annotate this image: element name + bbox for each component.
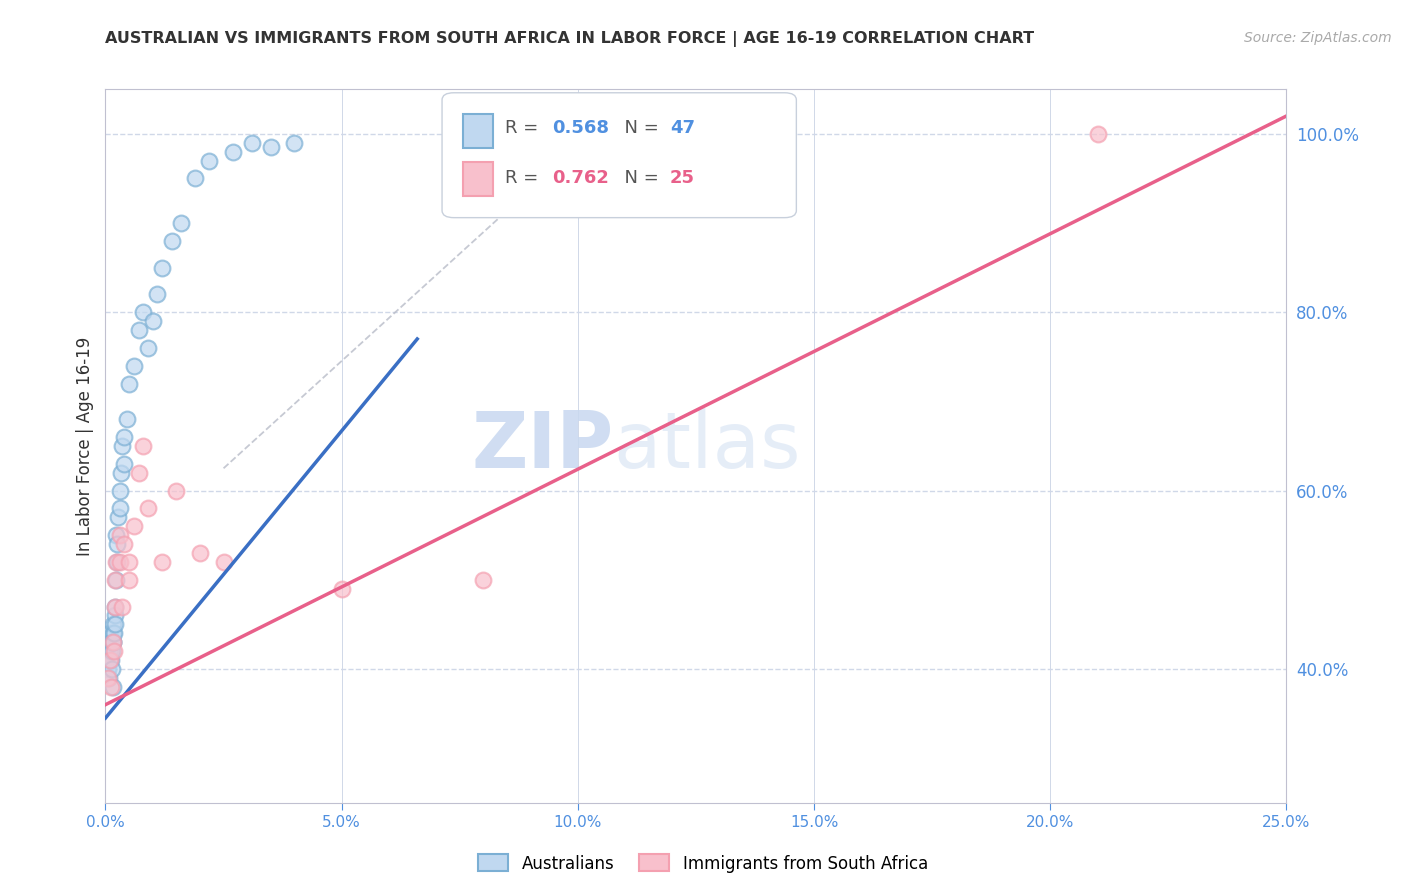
- Point: [160, 234, 183, 248]
- Point: [150, 260, 173, 275]
- Text: AUSTRALIAN VS IMMIGRANTS FROM SOUTH AFRICA IN LABOR FORCE | AGE 16-19 CORRELATIO: AUSTRALIAN VS IMMIGRANTS FROM SOUTH AFRI…: [105, 31, 1035, 47]
- Point: [104, 608, 127, 623]
- Point: [150, 555, 173, 569]
- Text: 0.568: 0.568: [553, 120, 609, 137]
- Point: [98, 644, 121, 658]
- FancyBboxPatch shape: [464, 114, 494, 148]
- Point: [132, 439, 155, 453]
- Point: [97, 662, 120, 676]
- Legend: Australians, Immigrants from South Africa: Australians, Immigrants from South Afric…: [471, 847, 935, 880]
- Text: ZIP: ZIP: [471, 408, 613, 484]
- Point: [1087, 127, 1109, 141]
- Point: [184, 171, 207, 186]
- Point: [108, 555, 131, 569]
- Point: [108, 483, 131, 498]
- Point: [100, 653, 122, 667]
- Point: [330, 582, 353, 596]
- Point: [107, 510, 129, 524]
- Point: [188, 546, 211, 560]
- Point: [170, 216, 193, 230]
- Point: [136, 341, 159, 355]
- Point: [142, 314, 165, 328]
- Text: N =: N =: [613, 169, 665, 187]
- Point: [100, 635, 122, 649]
- Point: [110, 466, 132, 480]
- Point: [98, 626, 121, 640]
- Y-axis label: In Labor Force | Age 16-19: In Labor Force | Age 16-19: [76, 336, 94, 556]
- Point: [118, 573, 141, 587]
- Point: [101, 680, 124, 694]
- Point: [212, 555, 235, 569]
- Point: [128, 323, 150, 337]
- Point: [100, 662, 122, 676]
- Point: [104, 599, 127, 614]
- Point: [98, 671, 121, 685]
- Point: [240, 136, 263, 150]
- Point: [112, 457, 135, 471]
- Point: [105, 528, 128, 542]
- Point: [101, 635, 124, 649]
- Point: [132, 305, 155, 319]
- Text: N =: N =: [613, 120, 665, 137]
- Point: [118, 555, 141, 569]
- Point: [111, 599, 134, 614]
- Text: atlas: atlas: [613, 408, 801, 484]
- Point: [104, 555, 127, 569]
- Point: [104, 617, 127, 632]
- Point: [111, 439, 134, 453]
- FancyBboxPatch shape: [464, 162, 494, 196]
- Point: [105, 537, 128, 551]
- Point: [115, 412, 138, 426]
- Point: [118, 376, 141, 391]
- Point: [260, 140, 283, 154]
- Point: [283, 136, 305, 150]
- Point: [103, 644, 125, 658]
- Point: [122, 519, 145, 533]
- Point: [103, 635, 125, 649]
- Point: [103, 617, 125, 632]
- Text: 47: 47: [671, 120, 695, 137]
- Point: [104, 573, 127, 587]
- Point: [101, 644, 124, 658]
- Text: 0.762: 0.762: [553, 169, 609, 187]
- Point: [165, 483, 187, 498]
- Point: [128, 466, 150, 480]
- Point: [104, 573, 127, 587]
- Text: 25: 25: [671, 169, 695, 187]
- Point: [98, 653, 121, 667]
- Point: [472, 573, 495, 587]
- Point: [101, 635, 124, 649]
- Point: [100, 680, 122, 694]
- Point: [222, 145, 245, 159]
- Text: R =: R =: [505, 169, 544, 187]
- FancyBboxPatch shape: [441, 93, 796, 218]
- Point: [101, 626, 124, 640]
- Point: [112, 430, 135, 444]
- Point: [198, 153, 221, 168]
- Point: [97, 644, 120, 658]
- Point: [112, 537, 135, 551]
- Point: [103, 626, 125, 640]
- Text: Source: ZipAtlas.com: Source: ZipAtlas.com: [1244, 31, 1392, 45]
- Point: [136, 501, 159, 516]
- Point: [97, 671, 120, 685]
- Point: [104, 599, 127, 614]
- Point: [108, 501, 131, 516]
- Point: [98, 653, 121, 667]
- Point: [108, 528, 131, 542]
- Text: R =: R =: [505, 120, 544, 137]
- Point: [122, 359, 145, 373]
- Point: [105, 555, 128, 569]
- Point: [146, 287, 169, 301]
